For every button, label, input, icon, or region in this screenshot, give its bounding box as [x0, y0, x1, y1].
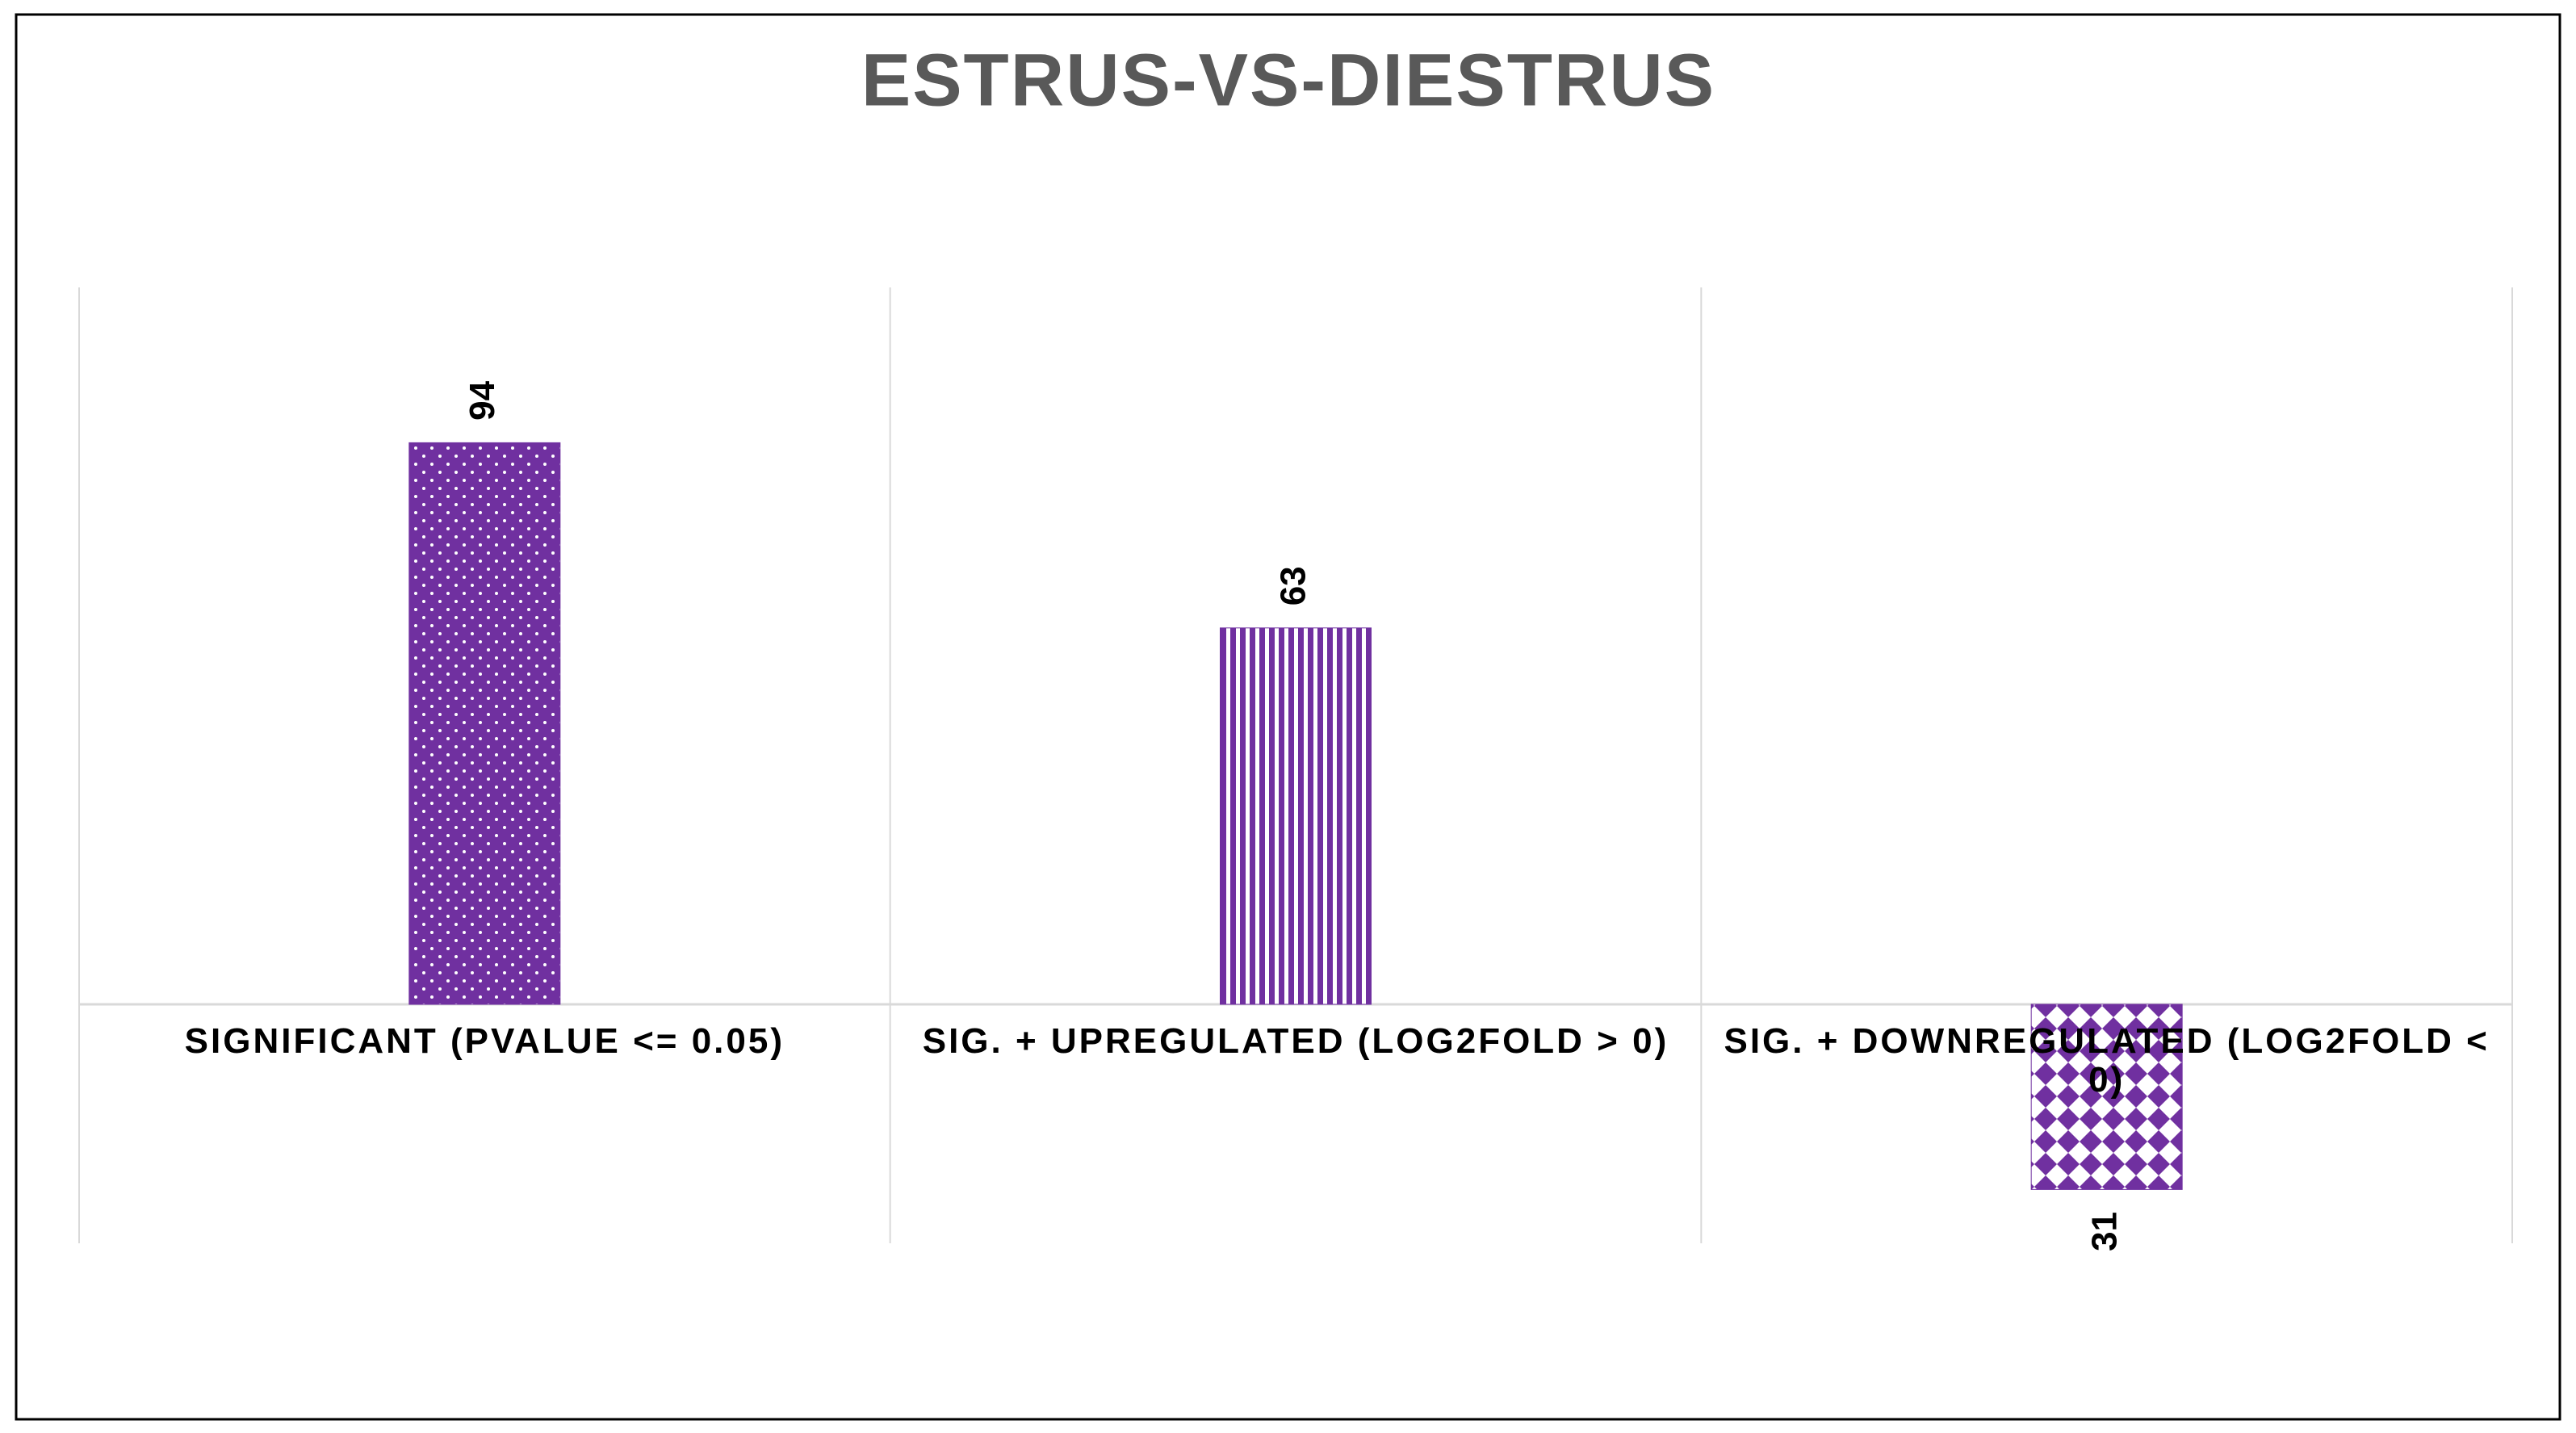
- bar: [408, 442, 561, 1005]
- x-tick-label-box: SIG. + DOWNREGULATED (LOG2FOLD < 0): [1724, 1022, 2490, 1100]
- x-tick-label-box: SIG. + UPREGULATED (LOG2FOLD > 0): [922, 1022, 1669, 1061]
- x-tick-label: SIG. + DOWNREGULATED (LOG2FOLD < 0): [1724, 1022, 2490, 1100]
- data-label: 94: [463, 380, 502, 420]
- bar: [1220, 627, 1372, 1005]
- data-label: 31: [2084, 1212, 2124, 1251]
- x-tick-label: SIGNIFICANT (PVALUE <= 0.05): [184, 1022, 785, 1061]
- x-tick-label: SIG. + UPREGULATED (LOG2FOLD > 0): [922, 1022, 1669, 1061]
- bar: [2030, 1004, 2183, 1190]
- data-label: 63: [1274, 566, 1313, 605]
- x-tick-label-box: SIGNIFICANT (PVALUE <= 0.05): [184, 1022, 785, 1061]
- chart-title: ESTRUS-VS-DIESTRUS: [861, 39, 1715, 121]
